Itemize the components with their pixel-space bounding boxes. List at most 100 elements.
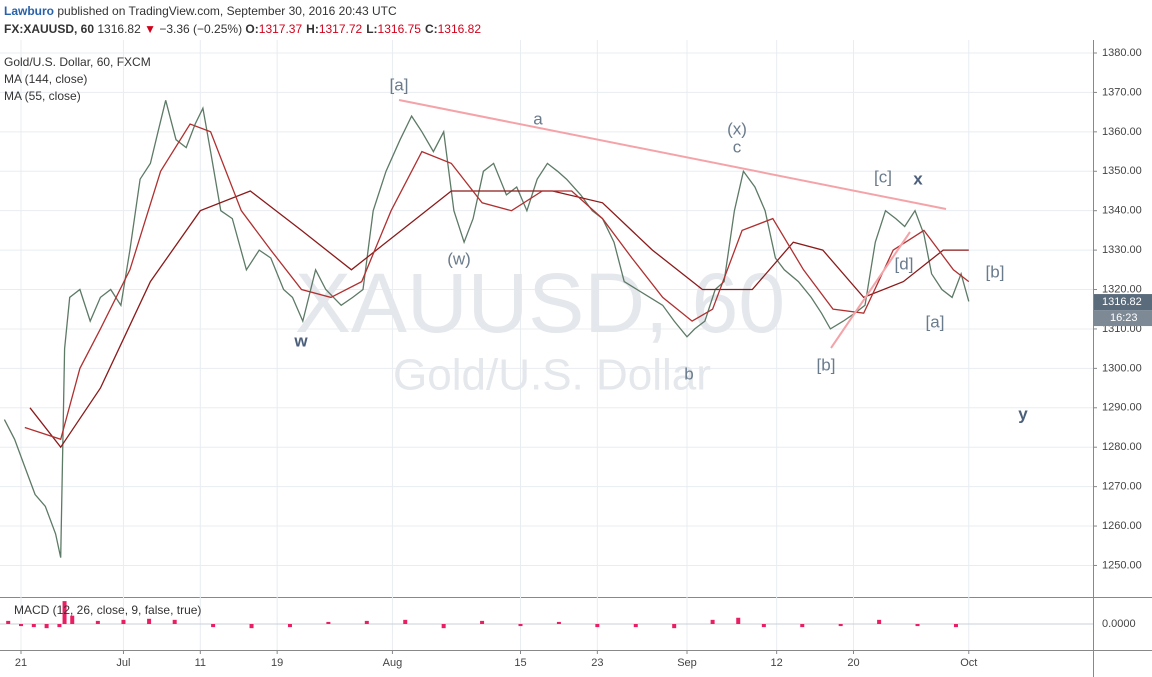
x-tick-label: 20: [847, 657, 859, 669]
legend: Gold/U.S. Dollar, 60, FXCM MA (144, close…: [4, 54, 151, 105]
y-tick-label: 1340.00: [1102, 205, 1142, 217]
y-tick-label: 1280.00: [1102, 441, 1142, 453]
trend-line: [830, 231, 911, 349]
macd-bar: [595, 624, 600, 628]
price-tag-label: 1316.82: [1102, 296, 1142, 308]
macd-bar: [672, 624, 677, 629]
x-tick-label: Aug: [383, 657, 403, 669]
y-tick-label: 1270.00: [1102, 481, 1142, 493]
y-tick-label: 1300.00: [1102, 362, 1142, 374]
macd-bar: [364, 620, 369, 624]
macd-bar: [62, 601, 67, 624]
macd-bar: [249, 624, 254, 629]
macd-bar: [736, 617, 741, 624]
macd-bar: [147, 618, 152, 624]
macd-bar: [441, 624, 446, 629]
ohlc: O:1317.37 H:1317.72 L:1316.75 C:1316.82: [245, 22, 485, 36]
legend-entry: MA (55, close): [4, 89, 81, 103]
arrow: ▼: [144, 22, 156, 36]
legend-entry: Gold/U.S. Dollar, 60, FXCM: [4, 55, 151, 69]
macd-bar: [287, 624, 292, 628]
macd-bar: [633, 624, 638, 628]
legend-entry: MA (144, close): [4, 72, 88, 86]
published: published on TradingView.com, September …: [57, 4, 397, 18]
macd-bar: [838, 624, 843, 627]
annotation: (x): [727, 119, 747, 138]
y-tick-label: 1370.00: [1102, 86, 1142, 98]
macd-bar: [6, 620, 11, 624]
annotation: [a]: [926, 312, 945, 331]
ohlc-value: 1316.75: [377, 22, 421, 36]
annotation: b: [684, 364, 693, 383]
annotation: [b]: [986, 262, 1005, 281]
annotation: c: [733, 137, 742, 156]
macd-bar: [877, 619, 882, 624]
macd-bar: [403, 619, 408, 624]
macd-bar: [44, 624, 49, 629]
x-tick-label: 19: [271, 657, 283, 669]
countdown: 16:23: [1110, 312, 1138, 324]
annotation: a: [533, 109, 543, 128]
macd-bar: [95, 620, 100, 624]
annotation: y: [1018, 404, 1028, 423]
macd-tick-label: 0.0000: [1102, 618, 1136, 630]
symbol: FX:XAUUSD, 60: [4, 22, 95, 36]
change: −3.36 (−0.25%): [159, 22, 243, 36]
macd-bar: [172, 619, 177, 624]
annotation: [d]: [895, 254, 914, 273]
y-tick-label: 1320.00: [1102, 283, 1142, 295]
x-tick-label: 23: [591, 657, 603, 669]
annotation: [c]: [874, 167, 892, 186]
macd-bar: [518, 624, 523, 627]
x-tick-label: 15: [514, 657, 526, 669]
y-tick-label: 1250.00: [1102, 559, 1142, 571]
series-line: [3, 100, 970, 558]
annotation: (w): [447, 249, 471, 268]
y-tick-label: 1350.00: [1102, 165, 1142, 177]
macd-bar: [556, 621, 561, 624]
macd-bar: [121, 619, 126, 624]
x-tick-label: Jul: [116, 657, 130, 669]
ohlc-key: H:: [306, 22, 319, 36]
countdown-tag: [1094, 310, 1152, 327]
x-tick-label: Oct: [960, 657, 977, 669]
axis-panel: [1093, 0, 1152, 677]
plot: 1316.82 16:23: [3, 100, 1152, 629]
series-line: [24, 123, 970, 441]
macd-bar: [953, 624, 958, 628]
ohlc-key: C:: [424, 22, 438, 36]
trend-line: [398, 99, 947, 210]
y-tick-label: 1290.00: [1102, 402, 1142, 414]
series-line: [29, 190, 969, 449]
y-tick-label: 1380.00: [1102, 47, 1142, 59]
annotation: [b]: [817, 355, 836, 374]
last-price: 1316.82: [97, 22, 141, 36]
macd-bar: [480, 620, 485, 624]
macd-bar: [326, 621, 331, 624]
macd-bar: [19, 624, 24, 627]
ohlc-value: 1317.72: [318, 22, 363, 36]
annotation: [a]: [390, 75, 409, 94]
annotation: x: [913, 169, 923, 188]
macd-bar: [211, 624, 216, 628]
macd-bar: [31, 624, 36, 628]
ohlc-key: L:: [366, 22, 378, 36]
macd-bar: [57, 624, 62, 628]
x-tick-label: 12: [771, 657, 783, 669]
symbol-line: FX:XAUUSD, 60 1316.82 ▼ −3.36 (−0.25%) O…: [4, 22, 485, 36]
author: Lawburo: [4, 4, 54, 18]
ohlc-key: O:: [245, 22, 259, 36]
macd-bar: [800, 624, 805, 628]
ohlc-value: 1316.82: [437, 22, 481, 36]
macd-bar: [70, 615, 75, 624]
price-tag: [1094, 294, 1152, 311]
macd-bar: [915, 624, 920, 627]
watermark-symbol: XAUUSD, 60: [295, 256, 785, 350]
x-tick-label: 21: [15, 657, 27, 669]
ohlc-value: 1317.37: [258, 22, 303, 36]
x-tick-label: Sep: [677, 657, 697, 669]
